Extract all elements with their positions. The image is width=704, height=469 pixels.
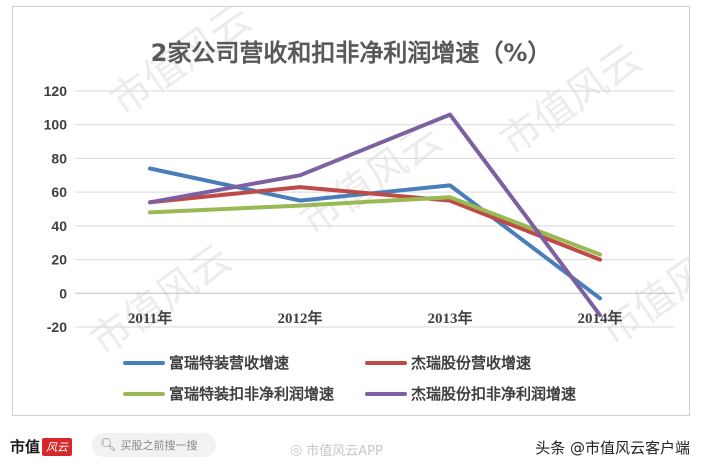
search-placeholder: 买股之前搜一搜 [120,439,198,452]
weibo-icon: ◎ [290,441,303,458]
app-watermark-text: 市值风云APP [306,444,383,459]
app-watermark: ◎ 市值风云APP [290,440,383,460]
y-tick-label: 40 [51,218,67,234]
y-tick-label: 0 [59,285,67,301]
chart-frame: 市值风云 市值风云 市值风云 市值风云 市值风云 2家公司营收和扣非净利润增速（%） -… [12,6,690,416]
brand-logo-mark: 风云 [42,437,73,456]
y-tick-label: 120 [44,83,68,99]
y-tick-label: 60 [51,184,67,200]
legend-label: 富瑞特装扣非净利润增速 [169,385,334,403]
watermark-text: 市值风云 [592,226,689,355]
y-axis-ticks: -20 0 20 40 60 80 100 120 [44,83,68,335]
legend-label: 富瑞特装营收增速 [169,354,289,372]
search-input[interactable]: 🔍︎ 买股之前搜一搜 [92,433,216,457]
brand-logo[interactable]: 市值 风云 [10,436,73,457]
footer-bar: 市值 风云 🔍︎ 买股之前搜一搜 ◎ 市值风云APP 头条 @市值风云客户端 [0,424,704,469]
brand-name: 市值 [10,438,41,456]
series-line [148,112,602,318]
legend-label: 杰瑞股份营收增速 [411,354,531,372]
x-tick-label: 2011年 [128,309,172,327]
y-tick-label: 80 [51,150,67,166]
grid-layer [75,90,675,328]
watermark-text: 市值风云 [82,236,239,365]
search-icon: 🔍︎ [100,437,117,453]
x-axis-ticks: 2011年 2012年 2013年 2014年 [128,309,623,327]
y-tick-label: 20 [51,252,67,268]
legend-label: 杰瑞股份扣非净利润增速 [411,385,576,403]
account-label[interactable]: 头条 @市值风云客户端 [535,439,690,457]
y-tick-label: -20 [47,319,67,335]
x-tick-label: 2012年 [277,309,322,327]
series-line [148,195,602,257]
x-tick-label: 2013年 [427,309,472,327]
chart-title: 2家公司营收和扣非净利润增速（%） [151,39,552,67]
y-tick-label: 100 [44,117,68,133]
series-layer [148,112,602,318]
x-tick-label: 2014年 [577,309,622,327]
series-line [148,185,602,262]
